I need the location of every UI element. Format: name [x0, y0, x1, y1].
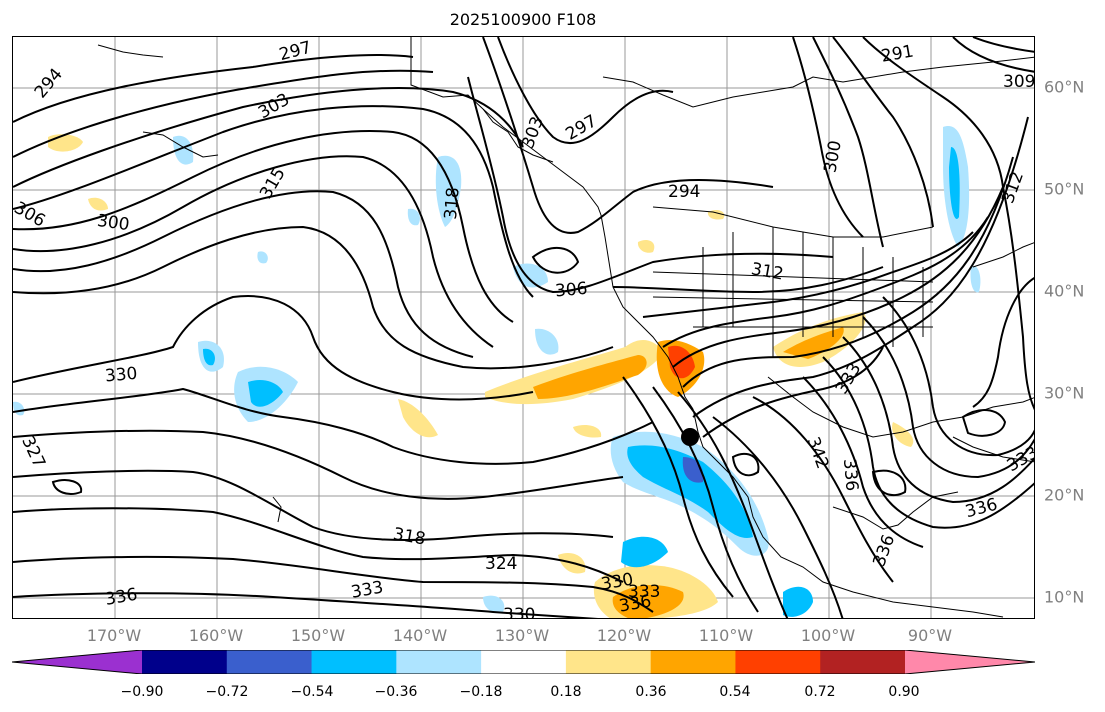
colorbar-segment: [481, 650, 567, 674]
colorbar-segment: [820, 650, 906, 674]
contour-label: 330: [503, 605, 535, 619]
colorbar-segment: [650, 650, 736, 674]
colorbar-segment: [142, 650, 228, 674]
latitude-label: 10°N: [1044, 587, 1085, 607]
coastlines: [97, 37, 1034, 618]
contour-label: 333: [628, 582, 660, 602]
contour-label: 336: [963, 495, 1000, 523]
latitude-label: 50°N: [1044, 179, 1085, 199]
contour-label: 309: [1003, 72, 1035, 92]
shading-negative: [13, 126, 981, 617]
contour-label: 297: [277, 38, 314, 66]
colorbar-tick: 0.90: [888, 684, 920, 700]
colorbar-tick: 0.72: [804, 684, 836, 700]
contour-label: 330: [104, 364, 138, 387]
colorbar: [12, 650, 1035, 674]
longitude-label: 100°W: [800, 626, 856, 645]
longitude-label: 90°W: [907, 626, 953, 645]
longitude-label: 130°W: [494, 626, 550, 645]
contour-label: 300: [820, 139, 845, 174]
latitude-label: 40°N: [1044, 281, 1085, 301]
contour-label: 333: [350, 577, 385, 602]
longitude-label: 120°W: [596, 626, 652, 645]
longitude-label: 170°W: [86, 626, 142, 645]
colorbar-segment: [735, 650, 821, 674]
latitude-label: 60°N: [1044, 77, 1085, 97]
contour-label: 324: [485, 554, 517, 574]
longitude-label: 150°W: [290, 626, 346, 645]
contour-label: 318: [441, 186, 464, 220]
colorbar-min-extension: [12, 650, 142, 674]
colorbar-tick: 0.18: [550, 684, 582, 700]
contour-label: 333: [832, 360, 866, 398]
colorbar-tick: 0.36: [635, 684, 667, 700]
colorbar-tick: −0.36: [374, 684, 418, 700]
colorbar-segment: [311, 650, 397, 674]
shading-positive: [48, 134, 914, 618]
longitude-label: 110°W: [698, 626, 754, 645]
contour-label: 342: [803, 434, 833, 471]
longitude-label: 140°W: [392, 626, 448, 645]
colorbar-tick: 0.54: [719, 684, 751, 700]
contour-label: 291: [880, 41, 915, 66]
map-title: 2025100900 F108: [449, 10, 597, 29]
contour-label: 312: [998, 169, 1028, 206]
contour-label: 306: [13, 198, 49, 232]
colorbar-tick: −0.72: [205, 684, 249, 700]
contour-label: 318: [392, 524, 427, 549]
storm-center-marker: [681, 428, 699, 446]
contour-label: 312: [750, 259, 785, 284]
contour-label: 336: [869, 532, 899, 569]
weather-map: 294 297 303 315 306 300 291 297 303 318 …: [13, 37, 1035, 619]
contour-label: 336: [839, 458, 862, 492]
contour-label: 327: [17, 433, 49, 471]
colorbar-tick: −0.54: [290, 684, 334, 700]
latitude-label: 20°N: [1044, 485, 1085, 505]
colorbar-segment: [565, 650, 652, 674]
contour-lines: [13, 37, 1034, 618]
map-panel: 294 297 303 315 306 300 291 297 303 318 …: [12, 36, 1035, 619]
latitude-label: 30°N: [1044, 383, 1085, 403]
colorbar-segments: [142, 650, 906, 674]
graticule: [13, 37, 1034, 618]
contour-label: 300: [96, 211, 131, 235]
contour-label: 294: [31, 65, 67, 103]
colorbar-segment: [226, 650, 313, 674]
colorbar-tick: −0.90: [120, 684, 164, 700]
contour-label: 336: [104, 585, 139, 610]
contour-label: 315: [256, 164, 290, 202]
contour-label: 306: [554, 279, 588, 302]
colorbar-segment: [396, 650, 482, 674]
colorbar-max-extension: [905, 650, 1035, 674]
contour-labels: 294 297 303 315 306 300 291 297 303 318 …: [13, 38, 1035, 619]
contour-label: 297: [562, 111, 600, 145]
longitude-label: 160°W: [188, 626, 244, 645]
contour-label: 294: [668, 182, 700, 202]
colorbar-tick: −0.18: [459, 684, 503, 700]
